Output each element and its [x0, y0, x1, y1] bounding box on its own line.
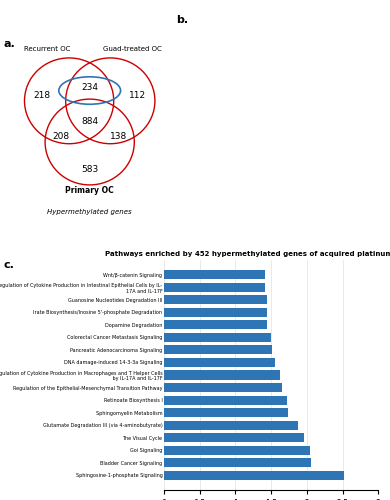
- Bar: [164, 433, 304, 442]
- Text: 112: 112: [129, 91, 146, 100]
- Bar: [164, 358, 275, 367]
- Bar: [164, 333, 271, 342]
- Bar: [164, 446, 310, 454]
- Bar: [164, 283, 265, 292]
- Bar: [164, 270, 265, 280]
- Text: Hypermethylated genes: Hypermethylated genes: [48, 210, 132, 216]
- Text: 234: 234: [81, 82, 98, 92]
- Text: 884: 884: [81, 117, 98, 126]
- Bar: [164, 458, 311, 467]
- Text: 138: 138: [110, 132, 128, 141]
- Text: Primary OC: Primary OC: [66, 186, 114, 194]
- Text: 208: 208: [52, 132, 69, 141]
- Bar: [164, 370, 280, 380]
- Bar: [164, 346, 273, 354]
- Text: c.: c.: [4, 260, 15, 270]
- Text: 583: 583: [81, 165, 98, 174]
- Bar: [164, 408, 288, 417]
- Text: a.: a.: [4, 39, 16, 49]
- Title: Pathways enriched by 452 hypermethylated genes of acquired platinum resistance: Pathways enriched by 452 hypermethylated…: [105, 251, 390, 257]
- Bar: [164, 308, 267, 317]
- Bar: [164, 470, 344, 480]
- Bar: [164, 320, 268, 330]
- Text: Guad-treated OC: Guad-treated OC: [103, 46, 162, 52]
- Bar: [164, 420, 298, 430]
- Bar: [164, 296, 267, 304]
- Bar: [164, 383, 282, 392]
- Bar: [164, 396, 287, 404]
- Text: Recurrent OC: Recurrent OC: [24, 46, 70, 52]
- Text: b.: b.: [176, 15, 188, 25]
- Text: 218: 218: [33, 91, 50, 100]
